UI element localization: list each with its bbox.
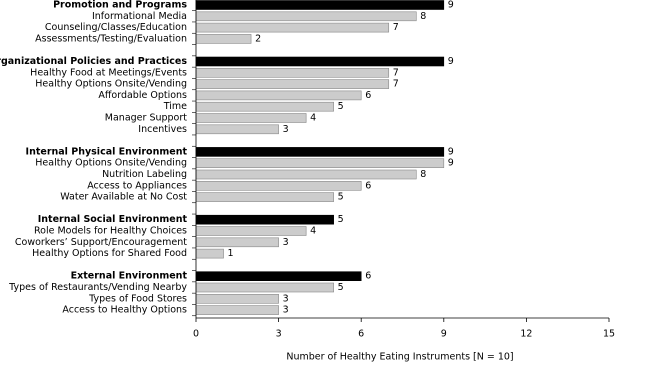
value-label: 7 (393, 79, 399, 90)
value-label: 9 (448, 56, 454, 67)
category-label: Assessments/Testing/Evaluation (35, 33, 187, 44)
value-label: 9 (448, 0, 454, 11)
value-label: 3 (283, 305, 289, 316)
category-label: Role Models for Healthy Choices (34, 226, 187, 237)
x-tick-label: 12 (520, 329, 532, 340)
bar (195, 169, 417, 180)
group-bar (195, 214, 334, 225)
group-bar (195, 0, 445, 10)
category-label: Water Available at No Cost (60, 192, 187, 203)
category-label: Manager Support (105, 113, 187, 124)
bar (195, 248, 224, 259)
category-label: Time (163, 101, 187, 112)
bar (195, 282, 334, 293)
category-label: Informational Media (92, 11, 187, 22)
value-label: 7 (393, 22, 399, 33)
bar (195, 181, 362, 191)
bar (195, 226, 307, 236)
value-label: 5 (338, 101, 344, 112)
x-tick-label: 0 (193, 329, 199, 340)
group-label: External Environment (71, 271, 188, 282)
value-label: 1 (228, 248, 234, 259)
category-label: Types of Restaurants/Vending Nearby (8, 282, 187, 293)
value-label: 6 (365, 271, 371, 282)
category-label: Counseling/Classes/Education (45, 22, 187, 33)
bar (195, 90, 362, 101)
x-axis-label: Number of Healthy Eating Instruments [N … (286, 352, 513, 363)
value-label: 8 (420, 11, 426, 22)
category-label: Healthy Options Onsite/Vending (35, 158, 187, 169)
bar (195, 68, 390, 78)
group-bar (195, 56, 445, 67)
category-label: Types of Food Stores (88, 293, 187, 304)
group-bar (195, 271, 362, 282)
value-label: 8 (420, 169, 426, 180)
value-label: 4 (310, 226, 316, 237)
bar (195, 237, 279, 248)
x-tick-label: 6 (358, 329, 364, 340)
value-label: 5 (338, 192, 344, 203)
group-label: Internal Physical Environment (26, 146, 188, 157)
group-bar (195, 147, 445, 157)
value-label: 4 (310, 113, 316, 124)
value-label: 9 (448, 158, 454, 169)
value-label: 3 (283, 124, 289, 135)
category-label: Healthy Food at Meetings/Events (30, 67, 187, 78)
x-tick-label: 3 (276, 329, 282, 340)
bar (195, 158, 445, 168)
value-label: 5 (338, 282, 344, 293)
bar (195, 113, 307, 123)
category-label: Access to Appliances (87, 180, 187, 191)
value-label: 6 (365, 90, 371, 101)
bar (195, 11, 417, 22)
group-label: Promotion and Programs (53, 0, 187, 11)
value-label: 3 (283, 293, 289, 304)
category-label: Healthy Options for Shared Food (32, 248, 187, 259)
value-label: 2 (255, 33, 261, 44)
category-label: Nutrition Labeling (102, 169, 187, 180)
bar (195, 34, 252, 44)
bar (195, 305, 279, 315)
value-label: 5 (338, 214, 344, 225)
bar (195, 124, 279, 135)
bar (195, 192, 334, 202)
value-label: 9 (448, 146, 454, 157)
category-label: Coworkers’ Support/Encouragement (15, 237, 187, 248)
category-label: Access to Healthy Options (62, 305, 187, 316)
group-label: Organizational Policies and Practices (0, 56, 187, 67)
x-tick-label: 15 (603, 329, 615, 340)
bar (195, 293, 279, 304)
category-label: Healthy Options Onsite/Vending (35, 79, 187, 90)
x-tick-label: 9 (441, 329, 447, 340)
group-label: Internal Social Environment (38, 214, 188, 225)
value-label: 7 (393, 67, 399, 78)
bar (195, 22, 390, 33)
category-label: Incentives (138, 124, 187, 135)
bar (195, 79, 390, 89)
category-label: Affordable Options (98, 90, 187, 101)
value-label: 6 (365, 180, 371, 191)
value-label: 3 (283, 237, 289, 248)
bar (195, 101, 334, 112)
